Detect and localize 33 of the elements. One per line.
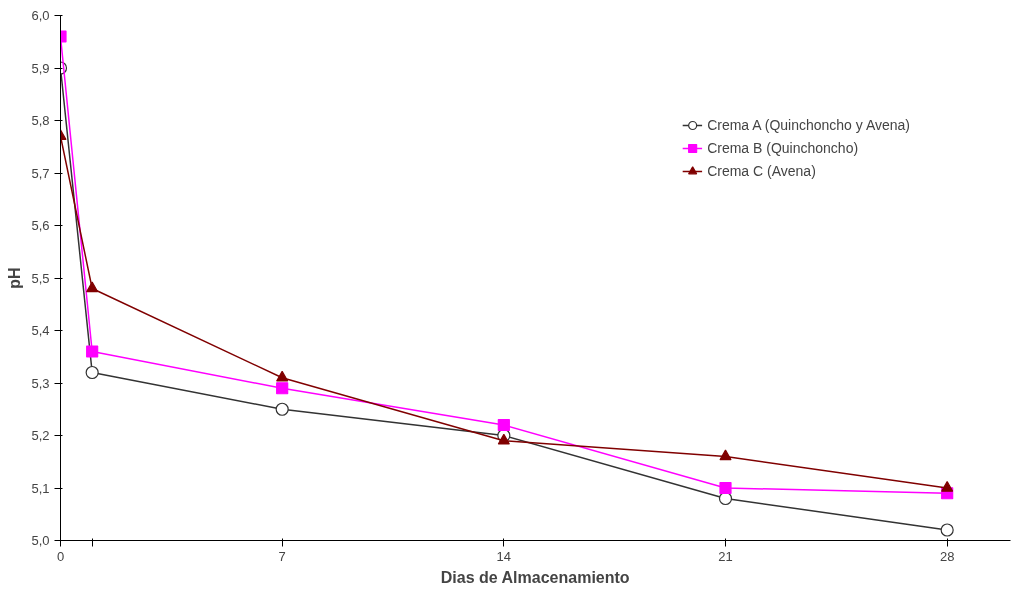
y-tick-label: 5,0 <box>31 533 50 548</box>
y-tick-label: 6,0 <box>31 8 50 23</box>
y-axis-title: pH <box>6 267 24 289</box>
point <box>719 449 732 461</box>
y-tick-label: 5,7 <box>31 165 50 181</box>
point <box>940 523 954 537</box>
x-tick-label: 28 <box>939 548 955 564</box>
y-tick-label: 5,3 <box>31 375 50 391</box>
point <box>86 345 99 358</box>
y-tick-label: 5,6 <box>31 218 50 233</box>
x-tick-label: 7 <box>278 548 286 564</box>
y-tick-label: 5,9 <box>31 60 50 76</box>
y-tick-label: 5,8 <box>31 113 50 128</box>
x-tick-label: 0 <box>56 548 65 564</box>
point <box>275 402 289 416</box>
x-axis-title: Dias de Almacenamiento <box>440 568 630 586</box>
legend-label: Crema A (Quinchoncho y Avena) <box>707 117 910 133</box>
legend-label: Crema B (Quinchoncho) <box>707 140 859 156</box>
point <box>276 382 289 395</box>
y-tick-label: 5,4 <box>31 323 50 338</box>
y-tick-label: 5,1 <box>31 480 50 496</box>
point <box>86 281 99 293</box>
point <box>85 365 99 380</box>
legend-label: Crema C (Avena) <box>707 163 816 179</box>
x-tick-label: 21 <box>718 548 733 564</box>
point <box>497 418 510 432</box>
y-tick-label: 5,2 <box>31 428 50 443</box>
point <box>497 433 510 445</box>
x-tick-label: 14 <box>496 548 512 564</box>
point <box>719 481 732 495</box>
point <box>941 481 954 492</box>
y-tick-label: 5,5 <box>31 270 50 286</box>
point <box>276 370 289 382</box>
